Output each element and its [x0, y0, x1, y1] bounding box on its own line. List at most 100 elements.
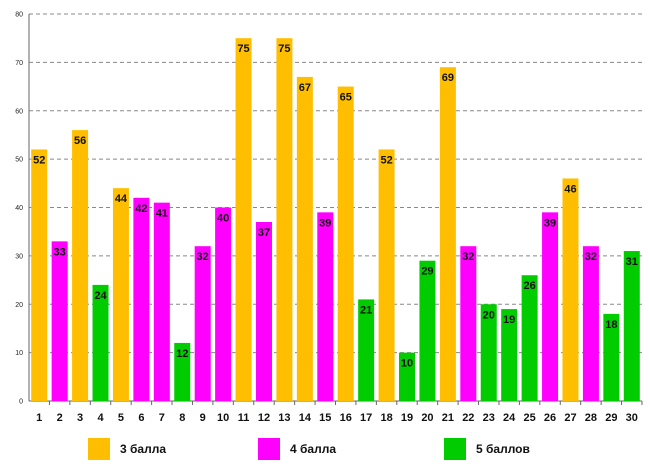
- bar: [296, 76, 313, 401]
- data-label: 29: [421, 266, 433, 278]
- y-tick-label: 50: [15, 157, 23, 164]
- x-tick-label: 19: [401, 412, 413, 424]
- x-tick-label: 24: [503, 412, 516, 424]
- x-tick-label: 15: [319, 412, 331, 424]
- x-tick-label: 9: [200, 412, 206, 424]
- data-label: 69: [442, 72, 454, 84]
- x-tick-label: 16: [340, 412, 352, 424]
- x-tick-label: 21: [442, 412, 454, 424]
- y-tick-label: 30: [15, 253, 23, 260]
- bar: [480, 304, 497, 401]
- data-label: 20: [483, 309, 495, 321]
- legend-label-3: 3 балла: [120, 442, 167, 456]
- x-tick-label: 29: [605, 412, 617, 424]
- data-label: 37: [258, 227, 270, 239]
- y-tick-label: 60: [15, 108, 23, 115]
- bar: [317, 212, 334, 401]
- bar: [31, 149, 48, 401]
- y-tick-label: 20: [15, 302, 23, 309]
- bar: [276, 38, 293, 401]
- bar: [51, 241, 68, 401]
- x-tick-label: 13: [278, 412, 290, 424]
- data-label: 10: [401, 358, 413, 370]
- data-label: 75: [278, 43, 290, 55]
- legend-swatch-3: [88, 438, 110, 460]
- data-label: 67: [299, 82, 311, 94]
- x-tick-label: 4: [97, 412, 104, 424]
- data-label: 32: [462, 251, 474, 263]
- x-tick-label: 1: [36, 412, 42, 424]
- x-tick-label: 20: [421, 412, 433, 424]
- bar: [542, 212, 559, 401]
- data-label: 18: [605, 319, 617, 331]
- x-tick-label: 23: [483, 412, 495, 424]
- x-tick-label: 2: [57, 412, 63, 424]
- bar: [92, 284, 109, 401]
- data-label: 42: [135, 203, 147, 215]
- bar: [255, 222, 272, 401]
- data-label: 12: [176, 348, 188, 360]
- data-label: 19: [503, 314, 515, 326]
- bar: [235, 38, 252, 401]
- data-label: 33: [54, 246, 66, 258]
- bar: [378, 149, 395, 401]
- legend-swatch-4: [258, 438, 280, 460]
- x-tick-label: 17: [360, 412, 372, 424]
- bar: [337, 86, 354, 401]
- bar: [112, 188, 129, 401]
- bar: [174, 342, 191, 401]
- data-label: 26: [523, 280, 535, 292]
- data-label: 31: [626, 256, 638, 268]
- data-label: 44: [115, 193, 128, 205]
- x-tick-label: 18: [380, 412, 392, 424]
- bar: [623, 251, 640, 401]
- legend-item-5: 5 баллов: [444, 436, 530, 462]
- bar: [582, 246, 599, 401]
- data-label: 56: [74, 135, 86, 147]
- bar: [439, 67, 456, 402]
- bar: [603, 313, 620, 401]
- bar: [133, 197, 150, 401]
- bar: [72, 130, 89, 401]
- legend-item-4: 4 балла: [258, 436, 336, 462]
- data-label: 65: [340, 92, 352, 104]
- x-tick-label: 5: [118, 412, 124, 424]
- bar: [358, 299, 375, 401]
- legend-label-4: 4 балла: [290, 442, 337, 456]
- data-label: 39: [544, 217, 556, 229]
- x-tick-label: 25: [523, 412, 535, 424]
- data-label: 41: [156, 208, 168, 220]
- legend-swatch-5: [444, 438, 466, 460]
- bar: [194, 246, 211, 401]
- data-label: 40: [217, 213, 229, 225]
- bar: [399, 352, 416, 401]
- x-tick-label: 26: [544, 412, 556, 424]
- y-tick-label: 70: [15, 60, 23, 67]
- data-label: 52: [380, 154, 392, 166]
- x-tick-label: 3: [77, 412, 83, 424]
- y-tick-label: 40: [15, 205, 23, 212]
- y-tick-label: 0: [19, 399, 23, 406]
- x-tick-label: 10: [217, 412, 229, 424]
- x-tick-label: 8: [179, 412, 185, 424]
- bar: [501, 309, 518, 401]
- x-tick-label: 27: [564, 412, 576, 424]
- bar: [562, 178, 579, 401]
- bar: [153, 202, 170, 401]
- bar: [215, 207, 232, 401]
- y-tick-label: 80: [15, 12, 23, 19]
- data-label: 32: [197, 251, 209, 263]
- x-tick-label: 12: [258, 412, 270, 424]
- bar: [419, 260, 436, 401]
- data-label: 39: [319, 217, 331, 229]
- y-tick-label: 10: [15, 350, 23, 357]
- data-label: 21: [360, 304, 372, 316]
- x-tick-label: 30: [626, 412, 638, 424]
- x-tick-label: 28: [585, 412, 597, 424]
- x-tick-label: 11: [238, 412, 250, 424]
- legend-item-3: 3 балла: [88, 436, 166, 462]
- data-label: 32: [585, 251, 597, 263]
- x-tick-label: 6: [138, 412, 144, 424]
